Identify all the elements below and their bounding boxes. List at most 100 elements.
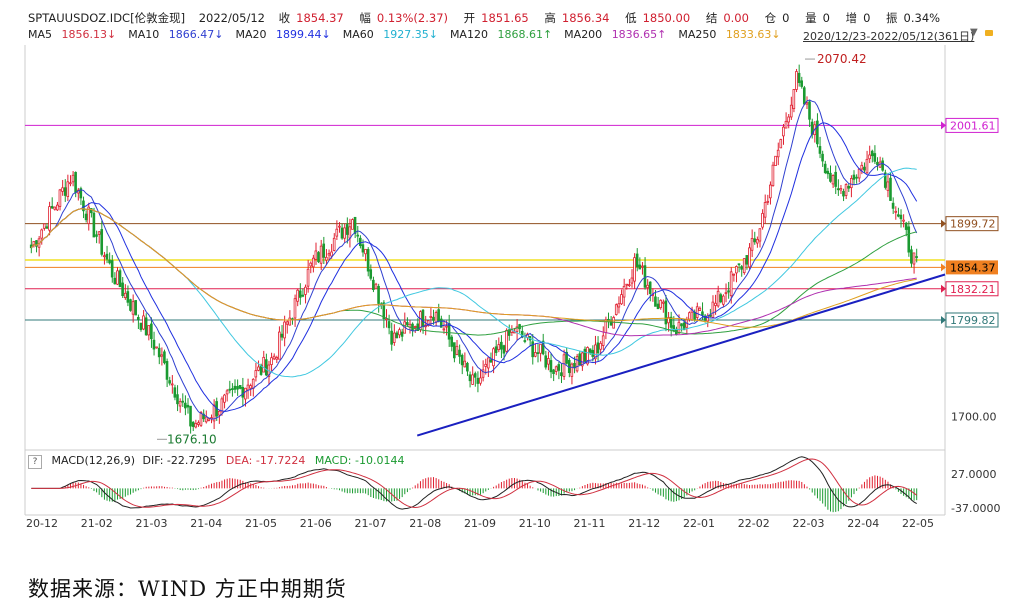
x-tick-label: 21-03 [136,517,168,530]
high-label: 高 1856.34 [544,11,610,25]
candle [633,257,636,282]
candle [212,404,216,422]
candle [340,227,344,239]
candle [899,214,903,220]
candle [45,226,49,229]
candle [466,362,469,372]
candle [317,252,320,263]
macd-tick-label: -37.0000 [951,502,1000,515]
candle [578,353,581,366]
candle [484,363,487,367]
candle [473,373,477,378]
candle [536,352,540,355]
candle [458,349,461,357]
lock-icon[interactable] [985,30,993,36]
candle [886,181,890,191]
candle [677,321,681,334]
candle [761,213,764,228]
candle [891,202,895,209]
candle [740,266,743,270]
candle [552,369,555,375]
candle [358,237,362,247]
candle [515,326,519,332]
x-tick-label: 22-05 [902,517,934,530]
candle [818,146,822,154]
macd-tick-label: 27.0000 [951,468,997,481]
candle [416,323,420,331]
date-range-selector[interactable]: 2020/12/23-2022/05/12(361日) [803,30,975,43]
candle [32,241,36,245]
candle [445,325,448,328]
candle [314,250,318,260]
candle [364,248,367,255]
x-tick-label: 21-06 [300,517,332,530]
candle [293,298,297,319]
candle [116,270,119,285]
candle [797,72,801,83]
y-tick-label: 1700.00 [951,410,997,423]
candle [233,385,237,390]
candle [614,304,618,315]
price-level-label: 2001.61 [950,119,996,132]
candle [902,219,905,222]
moving-average-line [30,208,917,328]
candle [92,212,96,238]
candle [915,256,918,258]
trendline [416,273,946,437]
candle [270,357,273,365]
x-tick-label: 21-10 [519,517,551,530]
candle [706,315,709,322]
candle [729,271,733,297]
help-icon[interactable]: ? [28,455,42,469]
candle [800,80,803,87]
candle [557,364,561,371]
candle [758,228,762,242]
candle [453,342,456,359]
candle [160,354,164,357]
candle [53,206,57,210]
candle [669,316,673,328]
candle [251,378,255,389]
candle [306,268,310,287]
amplitude-label: 振 0.34% [886,11,941,25]
candle [395,332,399,339]
candle [35,240,38,247]
candle [889,177,892,201]
candle [500,341,503,350]
x-tick-label: 21-12 [628,517,660,530]
chevron-down-icon[interactable]: ▼ [970,27,978,38]
candle [322,243,326,258]
candle [823,163,827,173]
candle [285,321,289,325]
open-label: 开 1851.65 [463,11,529,25]
price-level-label: 1799.82 [950,314,996,327]
candle [479,377,482,384]
candle [325,256,328,261]
candle [792,89,796,109]
price-level-pointer [941,219,946,228]
candle [544,355,548,368]
candle [492,348,495,367]
candle [565,351,568,364]
moving-average-line [30,208,917,336]
macd-line [31,458,917,509]
ma-legend-ma20: MA20 1899.44↓ [235,28,331,41]
candle [580,352,584,367]
candle [547,358,550,365]
candle [865,158,869,174]
candle [432,316,435,321]
candle [257,366,260,371]
candle [366,249,370,272]
candle [481,369,485,378]
candle [789,104,793,118]
candle [238,385,242,389]
candle [716,290,720,307]
candle [849,178,853,189]
candle [630,277,634,284]
candle [280,333,284,338]
candle [351,219,354,230]
candle [735,266,738,274]
candle [539,343,542,354]
candle [155,346,158,349]
